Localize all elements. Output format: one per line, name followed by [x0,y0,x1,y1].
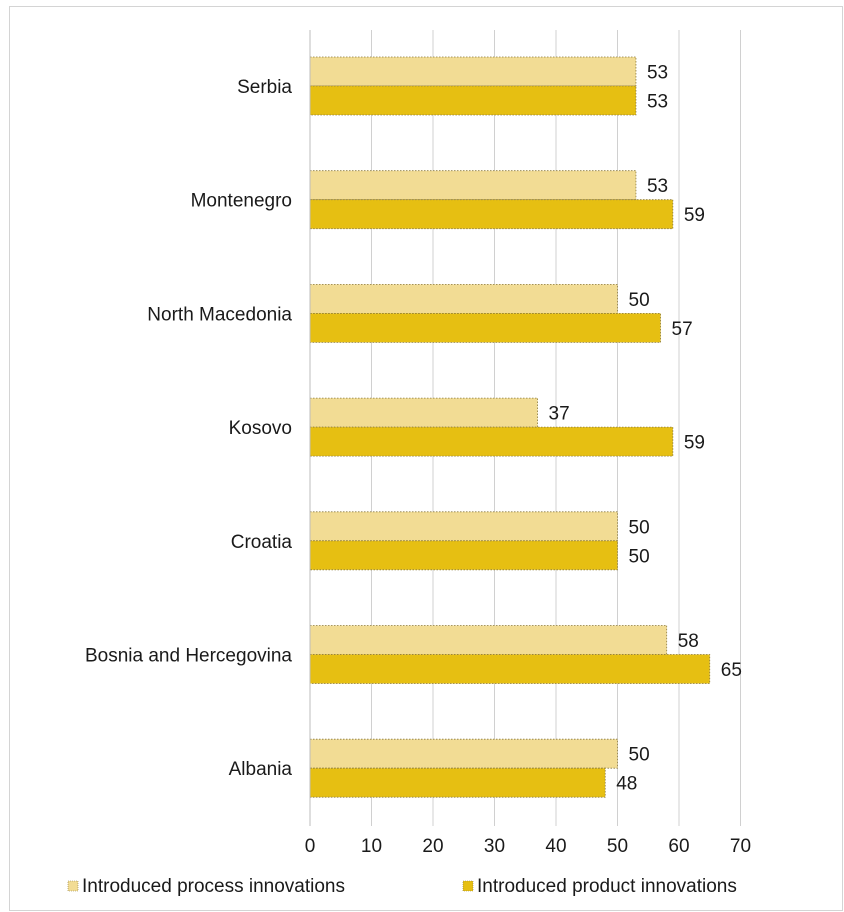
x-tick-label: 0 [305,836,316,857]
bar-process-0 [309,56,637,87]
data-label: 59 [684,205,705,226]
x-tick-label: 60 [668,836,689,857]
data-label: 48 [616,774,637,795]
bar-product-6 [309,767,606,798]
data-label: 65 [721,660,742,681]
data-label: 50 [629,745,650,766]
data-label: 53 [647,63,668,84]
data-label: 53 [647,176,668,197]
bar-process-2 [309,283,618,314]
x-tick-label: 30 [484,836,505,857]
x-tick-label: 10 [361,836,382,857]
data-label: 50 [629,546,650,567]
bar-product-1 [309,199,674,230]
bar-process-5 [309,625,668,655]
x-tick-label: 40 [545,836,566,857]
x-tick-label: 50 [607,836,628,857]
bar-process-4 [309,511,618,542]
category-label: Serbia [237,77,292,98]
bar-product-2 [309,312,661,343]
legend-label-process: Introduced process innovations [82,876,345,897]
data-label: 53 [647,92,668,113]
category-label: Bosnia and Hercegovina [85,646,292,667]
legend-swatch-process [67,880,79,892]
category-label: Kosovo [229,418,292,439]
bar-product-0 [309,85,637,116]
category-label: North Macedonia [147,304,292,325]
bar-process-3 [309,397,538,428]
legend-swatch-product [462,880,474,892]
data-label: 58 [678,631,699,652]
bar-product-3 [309,426,674,457]
data-label: 50 [629,517,650,538]
data-label: 50 [629,290,650,311]
bar-process-1 [309,170,637,201]
category-label: Croatia [231,532,293,553]
data-label: 37 [549,404,570,425]
category-label: Montenegro [191,191,292,212]
data-label: 57 [672,319,693,340]
legend-label-product: Introduced product innovations [477,876,737,897]
bar-product-4 [309,540,618,571]
data-label: 59 [684,433,705,454]
x-tick-label: 70 [730,836,751,857]
bar-process-6 [309,738,618,769]
category-label: Albania [229,759,293,780]
x-tick-label: 20 [422,836,443,857]
bar-product-5 [309,654,711,684]
